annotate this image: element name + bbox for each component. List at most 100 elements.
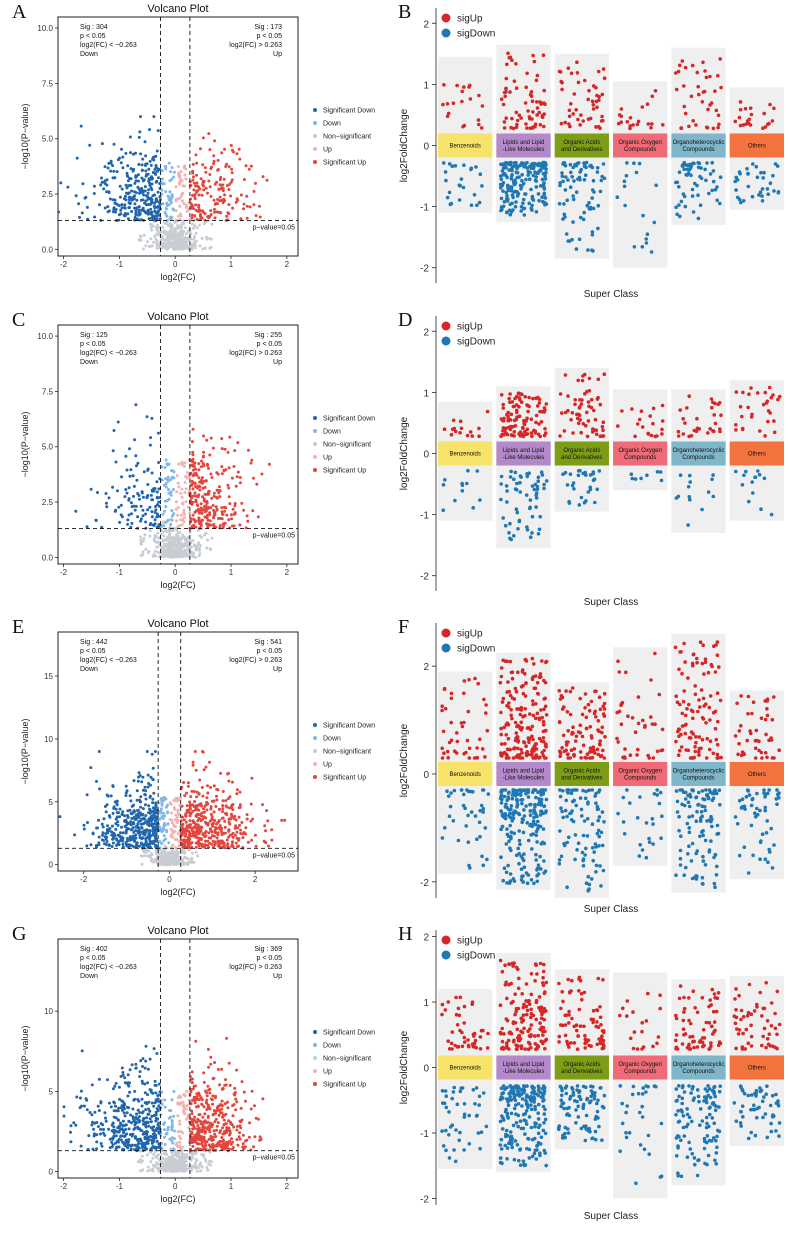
- sig-down-point: [121, 1071, 125, 1074]
- non-significant-point: [175, 539, 179, 543]
- sig-down-point: [153, 487, 157, 490]
- sig-down-point: [116, 489, 119, 493]
- up-range-band: [438, 56, 493, 134]
- sig-down-point: [156, 431, 160, 435]
- sig-up-point: [212, 799, 216, 803]
- non-significant-point: [181, 247, 185, 251]
- down-point: [160, 814, 164, 818]
- sigup-point: [575, 60, 579, 64]
- sig-up-point: [200, 844, 204, 848]
- sig-up-point: [216, 839, 220, 843]
- sig-down-point: [127, 1127, 131, 1131]
- x-tick-label: 2: [285, 568, 290, 577]
- sig-up-point: [198, 209, 202, 213]
- non-significant-point: [168, 857, 171, 861]
- sigdown-point: [521, 197, 526, 202]
- sig-down-point: [117, 505, 121, 509]
- sig-down-point: [110, 833, 114, 837]
- sig-up-point: [191, 464, 195, 468]
- sig-down-point: [79, 124, 83, 128]
- down-point: [167, 488, 170, 491]
- sig-down-point: [153, 168, 157, 171]
- sig-down-point: [153, 155, 157, 159]
- down-point: [171, 1141, 175, 1145]
- sig-down-point: [122, 1111, 126, 1115]
- non-significant-point: [179, 241, 183, 245]
- up-point: [186, 1113, 190, 1117]
- sig-up-point: [215, 1143, 219, 1147]
- non-significant-point: [159, 1152, 163, 1156]
- sig-down-point: [155, 179, 159, 183]
- sig-down-point: [110, 824, 114, 828]
- non-significant-point: [190, 1156, 194, 1160]
- sig-down-point: [152, 811, 156, 815]
- sig-up-point: [221, 804, 225, 808]
- sig-down-point: [149, 207, 153, 211]
- sig-up-point: [212, 154, 216, 158]
- sigdown-point: [459, 177, 464, 181]
- non-significant-point: [139, 1160, 143, 1164]
- non-significant-point: [159, 532, 163, 536]
- sig-up-point: [234, 484, 238, 488]
- legend-dot: [313, 442, 317, 446]
- sig-down-point: [92, 1132, 96, 1136]
- sig-down-point: [109, 159, 113, 163]
- sig-up-point: [180, 804, 184, 808]
- sig-up-point: [192, 790, 196, 793]
- sig-up-point: [193, 750, 197, 753]
- non-significant-point: [161, 1168, 165, 1171]
- up-point: [179, 796, 182, 800]
- down-point: [164, 165, 168, 169]
- sig-up-point: [252, 1145, 255, 1149]
- sigup-point: [567, 114, 572, 119]
- sig-down-point: [121, 845, 125, 849]
- sigdown-point: [480, 184, 484, 188]
- sig-down-point: [135, 1121, 139, 1125]
- sig-up-point: [223, 846, 227, 850]
- down-annotation-line: p < 0.05: [80, 648, 106, 655]
- sigup-point: [597, 95, 601, 99]
- sig-down-point: [120, 825, 123, 829]
- sigup-point: [480, 104, 485, 108]
- sigdown-point: [585, 203, 590, 208]
- sig-down-point: [143, 140, 147, 144]
- sig-up-point: [199, 481, 203, 484]
- panel-label: G: [12, 923, 26, 945]
- sig-down-point: [113, 509, 117, 513]
- sig-up-point: [205, 803, 208, 807]
- sig-up-point: [227, 495, 231, 499]
- sig-up-point: [263, 824, 267, 828]
- non-significant-point: [187, 542, 191, 546]
- sig-down-point: [85, 793, 89, 797]
- sig-down-point: [110, 830, 113, 834]
- up-point: [174, 796, 178, 800]
- sigdown-point: [498, 182, 503, 187]
- sig-down-point: [147, 1124, 151, 1128]
- sig-up-point: [258, 1135, 262, 1139]
- non-significant-point: [157, 536, 161, 540]
- up-point: [176, 165, 180, 168]
- sig-up-point: [222, 523, 226, 527]
- sig-down-point: [154, 831, 158, 835]
- up-annotation-line: Sig : 541: [254, 639, 282, 646]
- sig-up-point: [191, 193, 194, 197]
- sig-up-point: [220, 465, 224, 469]
- up-point: [183, 1112, 187, 1116]
- sig-down-point: [140, 1097, 144, 1101]
- sig-up-point: [190, 213, 194, 217]
- sig-down-point: [87, 1134, 91, 1138]
- sig-up-point: [231, 524, 234, 528]
- sig-up-point: [205, 509, 208, 513]
- sigup-point: [600, 92, 605, 97]
- sig-up-point: [209, 1062, 213, 1066]
- sig-up-point: [213, 840, 217, 844]
- sig-up-point: [212, 810, 216, 814]
- sigdown-point: [515, 175, 520, 180]
- sig-down-point: [147, 782, 151, 785]
- sig-down-point: [141, 1132, 145, 1136]
- up-point: [171, 843, 175, 847]
- sig-down-point: [138, 208, 142, 212]
- non-significant-point: [178, 234, 182, 238]
- non-significant-point: [189, 237, 193, 241]
- legend-dot: [313, 160, 317, 164]
